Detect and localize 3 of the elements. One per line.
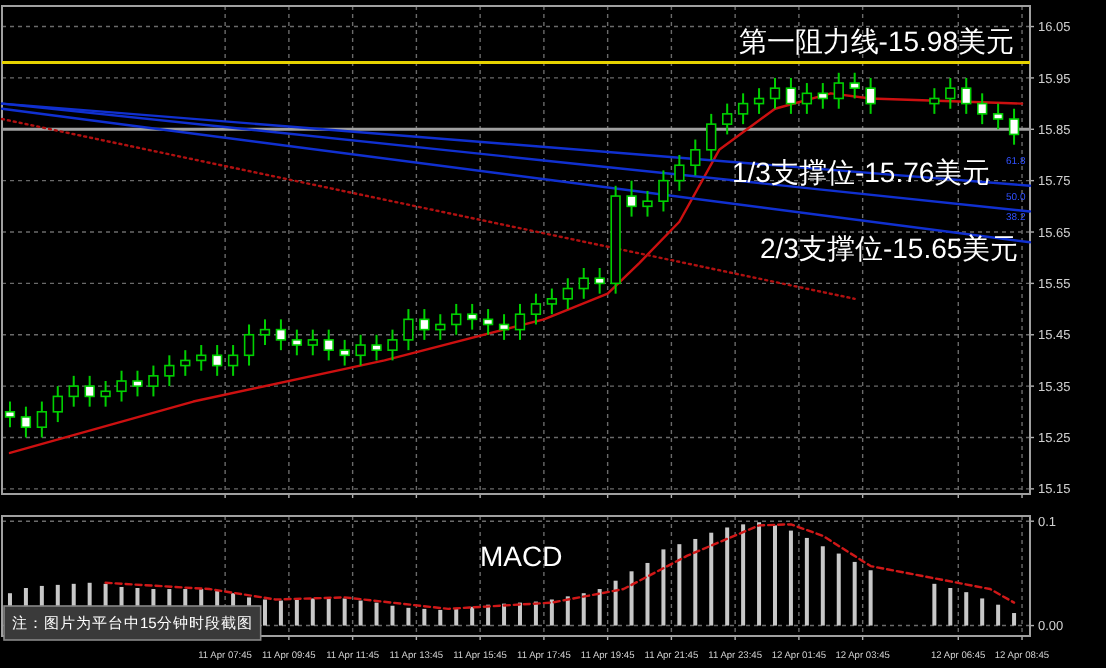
annotation: 2/3支撑位-15.65美元 (760, 232, 1019, 264)
ref-line-label: 第一阻力线-15.98美元 (738, 24, 1014, 57)
annotation: MACD (480, 540, 563, 572)
